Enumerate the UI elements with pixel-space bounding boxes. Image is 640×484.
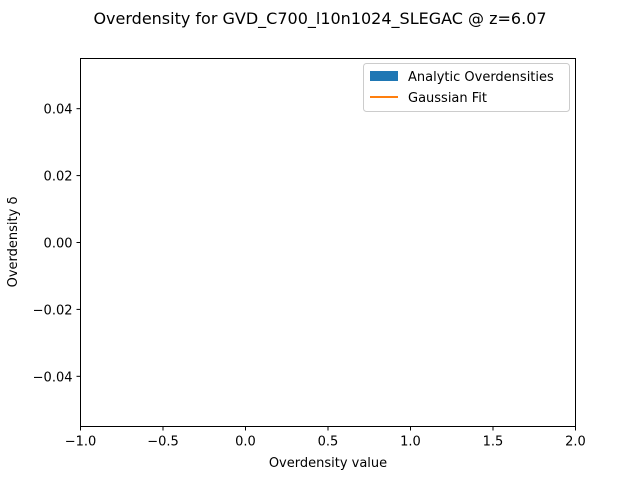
y-axis-label: Overdensity δ	[6, 197, 21, 288]
x-tick-label: 2.0	[565, 435, 586, 450]
x-axis-label: Overdensity value	[269, 456, 387, 471]
legend: Analytic Overdensities Gaussian Fit	[363, 63, 570, 112]
x-tick-label: 0.5	[318, 435, 339, 450]
x-tick-label: −1.0	[65, 435, 97, 450]
legend-box	[363, 63, 570, 112]
x-axis-ticks: −1.0 −0.5 0.0 0.5 1.0 1.5 2.0	[65, 426, 586, 450]
y-tick-label: −0.02	[33, 303, 73, 318]
legend-label-analytic-overdensities: Analytic Overdensities	[408, 70, 554, 85]
legend-swatch-analytic-overdensities	[370, 71, 398, 81]
x-tick-label: −0.5	[147, 435, 179, 450]
legend-label-gaussian-fit: Gaussian Fit	[408, 91, 487, 106]
x-tick-label: 1.0	[400, 435, 421, 450]
plot-area	[80, 58, 576, 427]
chart-title: Overdensity for GVD_C700_l10n1024_SLEGAC…	[93, 9, 546, 29]
y-tick-label: 0.04	[44, 103, 73, 118]
y-axis-ticks: 0.04 0.02 0.00 −0.02 −0.04	[33, 103, 81, 385]
y-tick-label: 0.00	[44, 237, 73, 252]
y-tick-label: 0.02	[44, 170, 73, 185]
x-tick-label: 1.5	[483, 435, 504, 450]
x-tick-label: 0.0	[235, 435, 256, 450]
y-tick-label: −0.04	[33, 370, 73, 385]
